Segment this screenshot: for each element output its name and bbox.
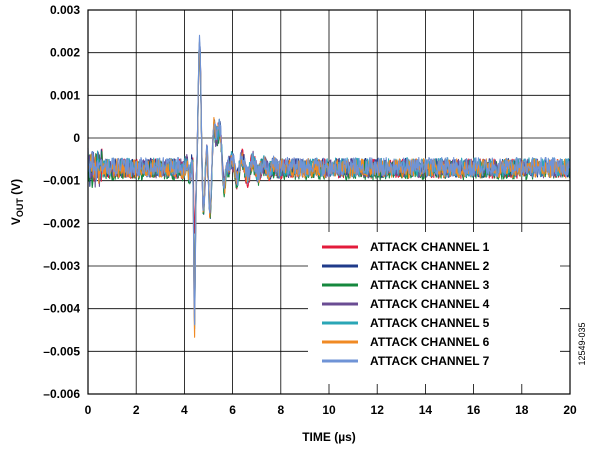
plot-frame — [87, 9, 571, 395]
y-axis-label-main: V — [9, 217, 23, 225]
x-tick-label-6: 12 — [371, 403, 385, 417]
x-tick-label-9: 18 — [515, 403, 529, 417]
y-tick-label-0: 0.003 — [50, 3, 80, 17]
x-tick-label-0: 0 — [85, 403, 92, 417]
legend-background — [308, 232, 560, 384]
x-tick-label-3: 6 — [229, 403, 236, 417]
tick-labels: 0 2 4 6 8 10 12 14 16 18 20 0.003 0.002 0.001 0 –0.001 –… — [43, 3, 577, 417]
legend-label-2: ATTACK CHANNEL 2 — [370, 259, 490, 273]
x-tick-label-10: 20 — [563, 403, 577, 417]
series-line-7 — [87, 34, 571, 326]
legend-label-1: ATTACK CHANNEL 1 — [370, 240, 490, 254]
x-tick-label-7: 14 — [419, 403, 433, 417]
y-tick-label-7: –0.004 — [43, 302, 80, 316]
y-tick-label-2: 0.001 — [50, 88, 80, 102]
y-tick-label-3: 0 — [73, 131, 80, 145]
y-tick-label-1: 0.002 — [50, 46, 80, 60]
x-tick-label-2: 4 — [181, 403, 188, 417]
y-tick-label-4: –0.001 — [43, 174, 80, 188]
legend-label-7: ATTACK CHANNEL 7 — [370, 354, 490, 368]
legend: ATTACK CHANNEL 1 ATTACK CHANNEL 2 ATTACK C… — [308, 232, 560, 384]
legend-label-5: ATTACK CHANNEL 5 — [370, 316, 490, 330]
legend-label-4: ATTACK CHANNEL 4 — [370, 297, 490, 311]
series-layer — [87, 34, 571, 338]
y-axis-label-subscript: OUT — [15, 198, 25, 218]
x-tick-label-1: 2 — [133, 403, 140, 417]
x-tick-label-4: 8 — [277, 403, 284, 417]
x-tick-label-8: 16 — [467, 403, 481, 417]
x-axis-label: TIME (µs) — [302, 430, 356, 444]
y-axis-label: VOUT (V) — [9, 179, 25, 225]
y-tick-label-5: –0.002 — [43, 216, 80, 230]
legend-label-6: ATTACK CHANNEL 6 — [370, 335, 490, 349]
figure-id: 12549-035 — [577, 322, 587, 365]
y-tick-label-8: –0.005 — [43, 344, 80, 358]
y-tick-label-6: –0.003 — [43, 259, 80, 273]
y-axis-label-unit: (V) — [9, 179, 23, 198]
legend-label-3: ATTACK CHANNEL 3 — [370, 278, 490, 292]
y-tick-label-9: –0.006 — [43, 387, 80, 401]
x-tick-label-5: 10 — [322, 403, 336, 417]
